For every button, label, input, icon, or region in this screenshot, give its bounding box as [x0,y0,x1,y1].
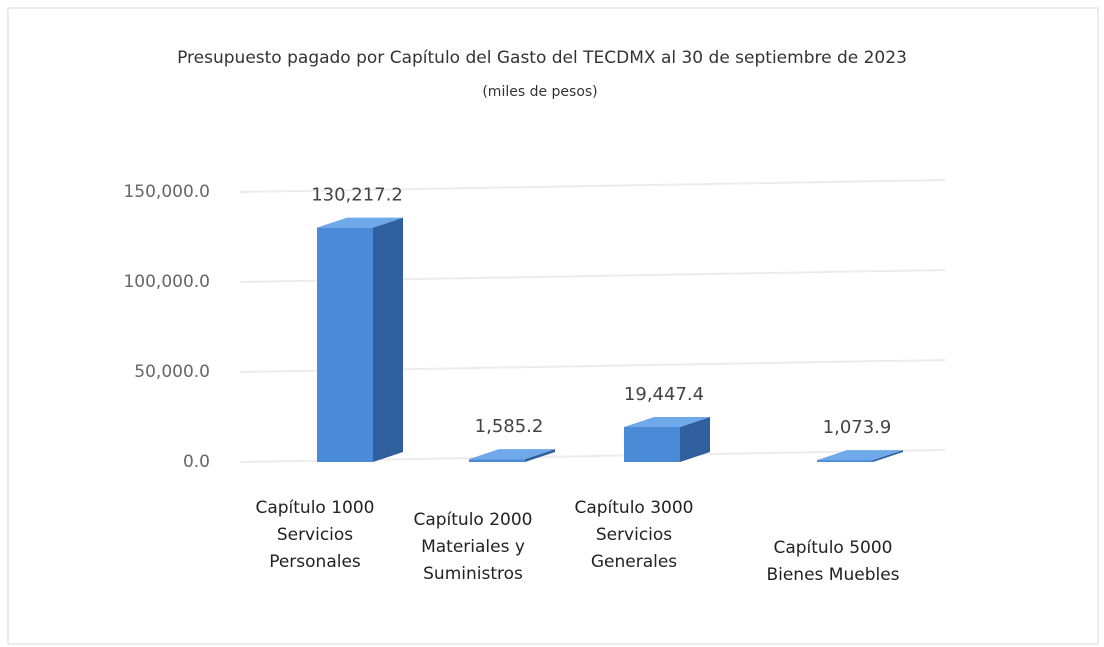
bar-top [817,450,903,461]
bar-side [680,416,710,462]
y-tick-label: 50,000.0 [134,362,210,382]
x-tick-label: Servicios [596,525,672,545]
bar [317,227,373,462]
x-tick-label: Bienes Muebles [766,565,899,585]
y-tick-label: 150,000.0 [123,182,210,202]
bar-side [373,217,403,462]
value-label: 130,217.2 [311,185,403,206]
bar [817,460,873,462]
x-tick-label: Capítulo 3000 [574,498,693,518]
x-tick-label: Capítulo 1000 [255,498,374,518]
x-tick-label: Materiales y [421,537,525,557]
bar [469,459,525,462]
grid-line [239,179,946,193]
y-tick-label: 100,000.0 [123,272,210,292]
x-tick-label: Personales [269,552,361,572]
chart-frame [7,7,1099,645]
value-label: 19,447.4 [624,384,704,405]
value-label: 1,073.9 [823,417,892,438]
bar-top [624,416,710,427]
x-tick-label: Capítulo 2000 [413,510,532,530]
bar-side [525,449,555,462]
bar-top [469,449,555,460]
bar-side [873,450,903,462]
y-tick-label: 0.0 [183,452,210,472]
value-label: 1,585.2 [475,416,544,437]
x-tick-label: Servicios [277,525,353,545]
x-tick-label: Generales [591,552,677,572]
x-tick-label: Capítulo 5000 [773,538,892,558]
chart-subtitle: (miles de pesos) [482,84,597,100]
chart-title: Presupuesto pagado por Capítulo del Gast… [177,48,907,68]
bar [624,426,680,462]
bar-top [317,217,403,228]
x-tick-label: Suministros [423,564,523,584]
